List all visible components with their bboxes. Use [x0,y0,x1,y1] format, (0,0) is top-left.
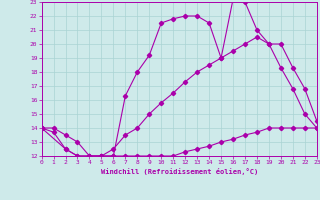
X-axis label: Windchill (Refroidissement éolien,°C): Windchill (Refroidissement éolien,°C) [100,168,258,175]
